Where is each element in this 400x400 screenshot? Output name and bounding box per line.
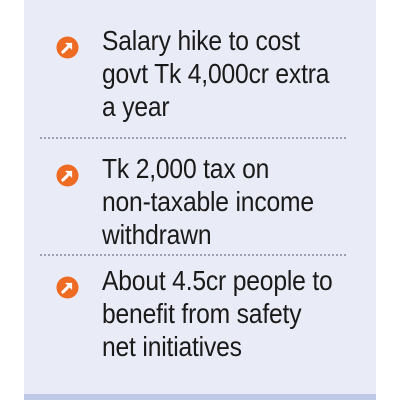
highlights-panel: [24, 0, 376, 400]
bullet-line: Salary hike to cost: [102, 25, 300, 56]
bullet-line: Tk 2,000 tax on: [102, 153, 270, 184]
dotted-divider: [40, 137, 346, 139]
bullet-text: About 4.5cr people to benefit from safet…: [102, 264, 340, 363]
bullet-line: a year: [102, 91, 170, 122]
arrow-up-right-circle-icon: [56, 276, 79, 299]
bullet-line: non-taxable income: [102, 186, 314, 217]
bullet-line: withdrawn: [102, 219, 212, 250]
bullet-line: About 4.5cr people to: [102, 265, 333, 296]
bullet-line: govt Tk 4,000cr extra: [102, 58, 330, 89]
bullet-line: benefit from safety: [102, 298, 302, 329]
arrow-up-right-circle-icon: [56, 164, 79, 187]
bullet-text: Salary hike to cost govt Tk 4,000cr extr…: [102, 24, 340, 123]
bottom-rule: [24, 394, 376, 400]
bullet-text: Tk 2,000 tax on non-taxable income withd…: [102, 152, 340, 251]
arrow-up-right-circle-icon: [56, 36, 79, 59]
dotted-divider: [40, 254, 346, 256]
bullet-line: net initiatives: [102, 331, 242, 362]
